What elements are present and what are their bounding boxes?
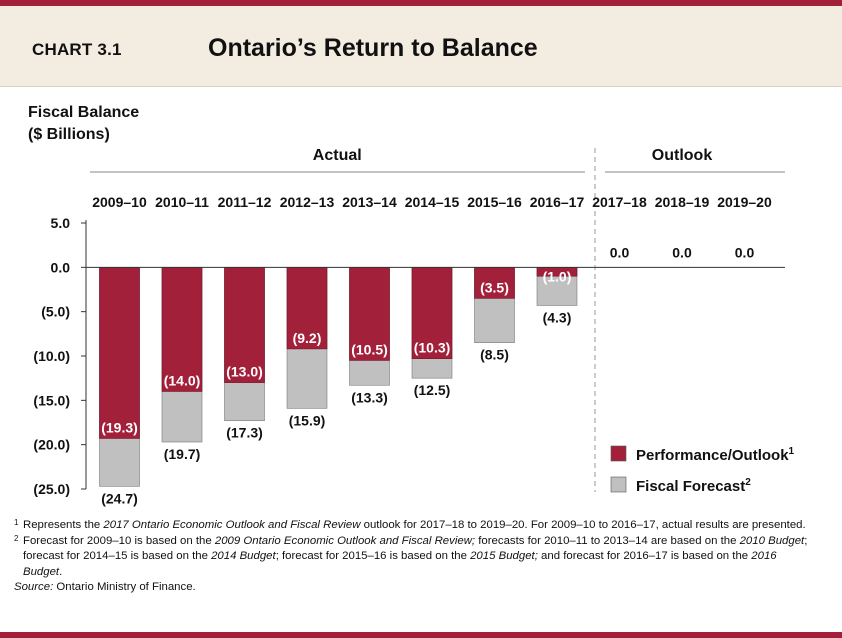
chart-number: CHART 3.1	[32, 40, 122, 59]
bar-performance	[286, 267, 328, 350]
footnote-1-text-c: outlook for 2017–18 to 2019–20. For 2009…	[360, 519, 806, 531]
y-axis-label: Fiscal Balance ($ Billions)	[28, 104, 140, 143]
y-tick-label: 5.0	[51, 215, 71, 231]
footnote-2-text-j: 2016 Budget	[23, 550, 777, 578]
bar-performance	[161, 267, 203, 392]
x-tick-label: 2013–14	[342, 194, 397, 210]
legend-performance-label: Performance/Outlook1	[636, 446, 795, 464]
x-tick-label: 2010–11	[155, 194, 209, 210]
legend-fiscal-forecast-label: Fiscal Forecast2	[636, 477, 751, 495]
footnote-1-text-b: 2017 Ontario Economic Outlook and Fiscal…	[103, 519, 361, 531]
footnote-2-text-d: 2010 Budget	[739, 534, 805, 547]
data-label-performance: (13.0)	[226, 364, 263, 380]
top-accent-rule	[0, 0, 842, 6]
x-tick-label: 2009–10	[92, 194, 147, 210]
data-label-fiscal-forecast: (17.3)	[226, 425, 263, 441]
y-tick-label: 0.0	[51, 259, 71, 275]
footnote-2-text-f: 2014 Budget	[211, 550, 276, 563]
source-text: Ontario Ministry of Finance.	[53, 581, 196, 594]
data-label-fiscal-forecast: (8.5)	[480, 347, 509, 363]
footnote-2: 2 Forecast for 2009–10 is based on the 20…	[14, 534, 814, 581]
x-tick-label: 2014–15	[405, 194, 460, 210]
data-label-outlook: 0.0	[735, 244, 755, 260]
x-tick-label: 2015–16	[467, 194, 522, 210]
source-note: Source: Ontario Ministry of Finance.	[14, 580, 814, 596]
data-label-performance: (14.0)	[164, 372, 201, 388]
x-tick-label: 2012–13	[280, 194, 335, 210]
footnote-2-text-h: 2015 Budget;	[470, 550, 538, 563]
data-label-fiscal-forecast: (15.9)	[289, 412, 326, 428]
data-label-fiscal-forecast: (19.7)	[164, 446, 201, 462]
y-tick-label: (10.0)	[33, 348, 70, 364]
bar-performance	[99, 267, 140, 439]
data-label-performance: (9.2)	[293, 330, 322, 346]
x-tick-label: 2019–20	[717, 194, 772, 210]
data-label-fiscal-forecast: (4.3)	[543, 309, 572, 325]
x-tick-label: 2011–12	[218, 194, 272, 210]
y-tick-label: (5.0)	[41, 304, 70, 320]
chart-title: Ontario’s Return to Balance	[208, 34, 538, 62]
data-label-performance: (3.5)	[480, 279, 509, 295]
footnote-1: 1 Represents the 2017 Ontario Economic Ou…	[14, 518, 814, 534]
data-label-performance: (19.3)	[101, 419, 138, 435]
header-band: CHART 3.1 Ontario’s Return to Balance	[0, 6, 842, 87]
footnote-2-text-a: Forecast for 2009–10 is based on the	[23, 534, 215, 547]
x-tick-label: 2016–17	[530, 194, 585, 210]
footnote-2-text-e: ; forecast for 2014–15 is based on the	[23, 534, 808, 563]
footnote-2-mark: 2	[14, 533, 19, 543]
bar-chart: Actual Outlook 2009–10 2010–11 2011–12 2012–1…	[33, 147, 795, 506]
footnote-2-text-c: forecasts for 2010–11 to 2013–14 are bas…	[475, 534, 740, 547]
y-tick-label: (20.0)	[33, 437, 70, 453]
footnote-1-mark: 1	[14, 518, 19, 527]
footnotes: 1 Represents the 2017 Ontario Economic Ou…	[14, 518, 814, 596]
x-tick-label: 2018–19	[655, 194, 710, 210]
data-label-fiscal-forecast: (13.3)	[351, 389, 388, 405]
legend-fiscal-forecast-footnote-mark: 2	[745, 477, 751, 488]
bar-performance	[411, 267, 453, 359]
group-label-outlook: Outlook	[652, 147, 713, 164]
data-label-outlook: 0.0	[672, 244, 692, 260]
y-tick-label: (15.0)	[33, 392, 70, 408]
footnote-2-text-b: 2009 Ontario Economic Outlook and Fiscal…	[214, 534, 476, 547]
y-tick-label: (25.0)	[33, 481, 70, 497]
group-label-actual: Actual	[313, 147, 362, 164]
legend-performance-swatch	[610, 445, 627, 462]
footnote-2-text-i: and forecast for 2016–17 is based on the	[537, 550, 752, 563]
legend-fiscal-forecast-swatch	[610, 476, 627, 493]
footnote-2-text-g: ; forecast for 2015–16 is based on the	[275, 550, 471, 563]
data-label-outlook: 0.0	[610, 244, 630, 260]
footnote-1-text-a: Represents the	[23, 519, 104, 531]
data-label-fiscal-forecast: (12.5)	[414, 382, 451, 398]
bar-performance	[474, 267, 515, 299]
legend-performance-footnote-mark: 1	[789, 446, 795, 457]
data-label-performance: (10.5)	[351, 341, 388, 357]
bar-performance	[224, 267, 265, 383]
source-label: Source:	[14, 581, 54, 594]
footnote-2-text-k: .	[59, 565, 63, 578]
data-label-fiscal-forecast: (24.7)	[101, 490, 138, 506]
data-label-performance: (1.0)	[543, 268, 572, 284]
data-label-performance: (10.3)	[414, 340, 451, 356]
x-tick-label: 2017–18	[592, 194, 647, 210]
bottom-accent-rule	[0, 632, 842, 638]
bar-performance	[349, 267, 390, 361]
